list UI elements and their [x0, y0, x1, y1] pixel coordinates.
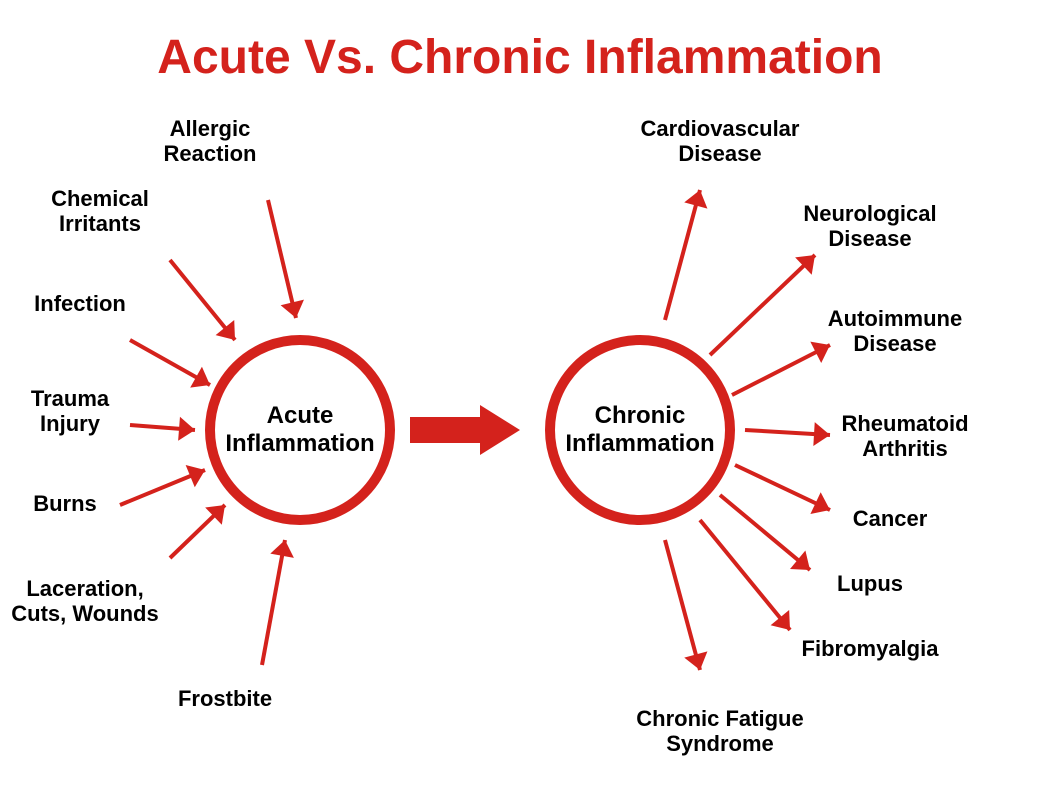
acute-cause-label: ChemicalIrritants [0, 186, 200, 237]
acute-cause-label: Laceration,Cuts, Wounds [0, 576, 185, 627]
acute-cause-label: Infection [0, 291, 180, 316]
acute-circle-label: AcuteInflammation [225, 402, 374, 458]
acute-cause-label: Frostbite [125, 686, 325, 711]
acute-cause-label: TraumaInjury [0, 386, 170, 437]
center-arrow [410, 405, 520, 455]
chronic-outcome-label: Chronic FatigueSyndrome [620, 706, 820, 757]
chronic-circle: ChronicInflammation [545, 335, 735, 525]
page-title: Acute Vs. Chronic Inflammation [0, 30, 1040, 85]
chronic-outcome-label: RheumatoidArthritis [805, 411, 1005, 462]
chronic-outcome-label: NeurologicalDisease [770, 201, 970, 252]
acute-cause-label: AllergicReaction [110, 116, 310, 167]
chronic-outcome-label: CardiovascularDisease [620, 116, 820, 167]
chronic-outcome-label: Lupus [770, 571, 970, 596]
chronic-outcome-label: Cancer [790, 506, 990, 531]
chronic-outcome-label: Fibromyalgia [770, 636, 970, 661]
chronic-circle-label: ChronicInflammation [565, 402, 714, 458]
acute-circle: AcuteInflammation [205, 335, 395, 525]
chronic-outcome-label: AutoimmuneDisease [795, 306, 995, 357]
acute-cause-label: Burns [0, 491, 165, 516]
